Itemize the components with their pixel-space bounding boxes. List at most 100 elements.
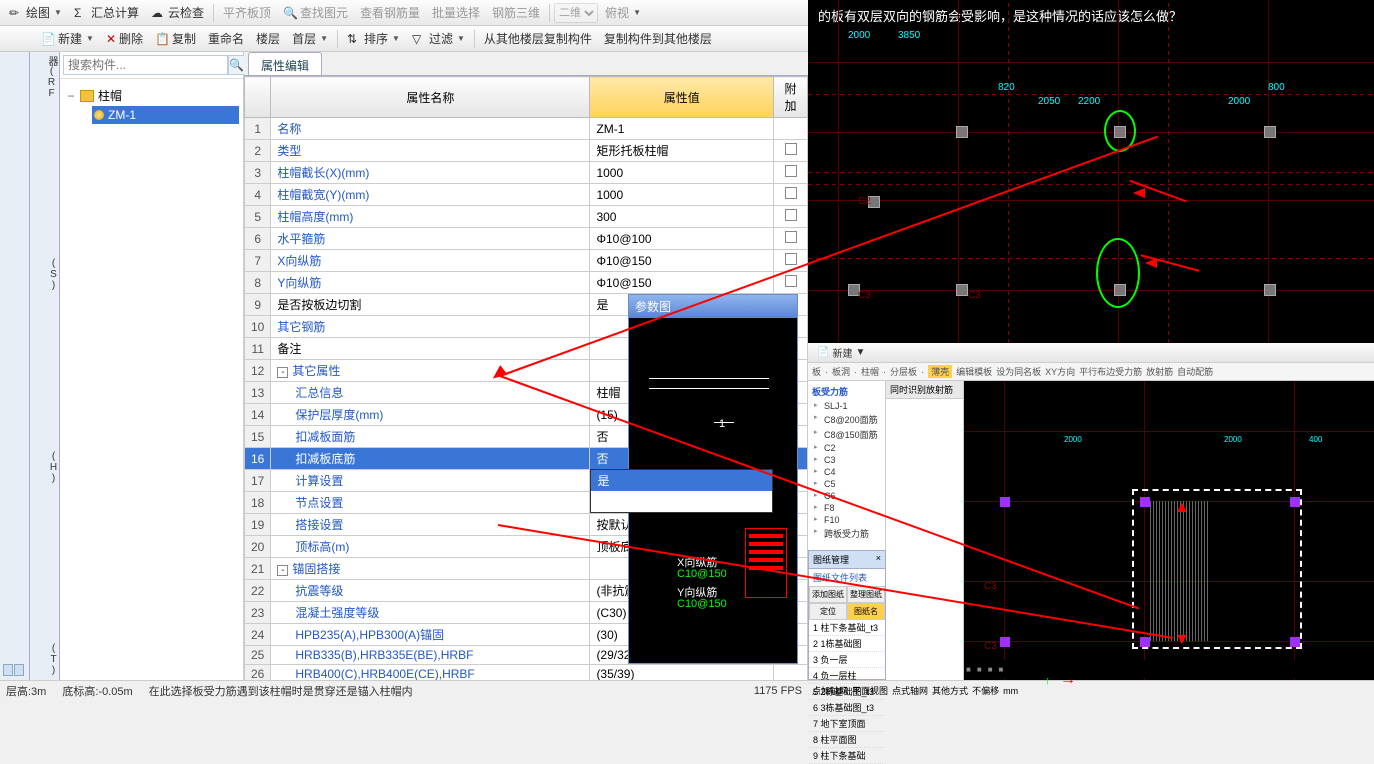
status-item[interactable]: 其他方式: [932, 684, 968, 697]
mini-new-button[interactable]: 📄 新建 ▼: [812, 343, 870, 362]
tb-item[interactable]: 薄壳: [928, 365, 952, 378]
cloud-button[interactable]: ☁云检查: [146, 2, 209, 23]
tb-item[interactable]: 自动配筋: [1177, 365, 1213, 378]
checkbox[interactable]: [785, 253, 797, 265]
rename-button[interactable]: 重命名: [203, 28, 249, 49]
copyto-button[interactable]: 复制构件到其他楼层: [599, 28, 717, 49]
dropdown-option[interactable]: 是: [591, 470, 772, 491]
delete-button[interactable]: ✕删除: [101, 28, 148, 49]
copy-button[interactable]: 📋复制: [150, 28, 201, 49]
flat-button[interactable]: 平齐板顶: [218, 2, 276, 23]
mgr-list-item[interactable]: 4 负一层柱: [809, 668, 885, 684]
mini-tree-item[interactable]: C8@200面筋: [810, 412, 883, 427]
dropdown-option[interactable]: 否: [591, 491, 772, 512]
mgr-list-item[interactable]: 5 2栋基础图_t3: [809, 684, 885, 700]
tb-item[interactable]: 平行布边受力筋: [1079, 365, 1142, 378]
col-extra: 附加: [774, 77, 808, 118]
batch-button[interactable]: 批量选择: [427, 2, 485, 23]
mini-tree-item[interactable]: C4: [810, 466, 883, 478]
draw-button[interactable]: ✏绘图▼: [4, 2, 67, 23]
status-item[interactable]: 点式轴网: [892, 684, 928, 697]
property-row[interactable]: 2类型矩形托板柱帽: [245, 140, 808, 162]
mgr-list-item[interactable]: 3 负一层: [809, 652, 885, 668]
close-icon[interactable]: ×: [876, 553, 881, 566]
mgr-list-item[interactable]: 6 3栋基础图_t3: [809, 700, 885, 716]
mini-cad-view[interactable]: ▲ ▼ ↑ → 2000 2000 400 C3 C3 ■■■■: [964, 381, 1374, 680]
mini-tree-item[interactable]: SLJ-1: [810, 400, 883, 412]
sidebar-item[interactable]: (H): [30, 451, 59, 484]
status-item[interactable]: 不偏移: [972, 684, 999, 697]
cad-view-bottom: 📄 新建 ▼ 板 · 板洞 · 柱帽 · 分层板 · 薄壳 编辑模板 设为同名板…: [808, 343, 1374, 700]
mgr-tab[interactable]: 定位: [809, 603, 847, 620]
checkbox[interactable]: [785, 231, 797, 243]
mini-tree-item[interactable]: C2: [810, 442, 883, 454]
scroll-right-icon[interactable]: [14, 664, 24, 676]
checkbox[interactable]: [785, 209, 797, 221]
mini-tree-item[interactable]: C5: [810, 478, 883, 490]
mini-tree-item[interactable]: F10: [810, 514, 883, 526]
axis-label: C3: [984, 641, 997, 652]
bird-button[interactable]: 俯视▼: [600, 2, 646, 23]
mini-tree-item[interactable]: 跨板受力筋: [810, 526, 883, 541]
property-row[interactable]: 3柱帽截长(X)(mm)1000: [245, 162, 808, 184]
mini-tree-item[interactable]: C8@150面筋: [810, 427, 883, 442]
mgr-list-item[interactable]: 9 柱下条基础: [809, 748, 885, 764]
sidebar-item[interactable]: (S): [30, 258, 59, 291]
mgr-tab[interactable]: 添加图纸: [809, 586, 847, 603]
property-row[interactable]: 8Y向纵筋Φ10@150: [245, 272, 808, 294]
find-button[interactable]: 🔍查找图元: [278, 2, 353, 23]
checkbox[interactable]: [785, 165, 797, 177]
sort-icon: ⇅: [347, 32, 361, 46]
mgr-list-item[interactable]: 2 1栋基础图: [809, 636, 885, 652]
sidebar-item[interactable]: 器(RF: [30, 56, 59, 99]
search-button[interactable]: 🔍: [228, 55, 245, 75]
checkbox[interactable]: [785, 275, 797, 287]
filter-button[interactable]: ▽过滤▼: [407, 28, 470, 49]
sidebar-item[interactable]: (T): [30, 643, 59, 676]
checkbox[interactable]: [785, 187, 797, 199]
viewrebar-button[interactable]: 查看钢筋量: [355, 2, 425, 23]
mini-toolbar-2: 板 · 板洞 · 柱帽 · 分层板 · 薄壳 编辑模板 设为同名板 XY方向 平…: [808, 363, 1374, 381]
tree-node-child[interactable]: ZM-1: [92, 106, 239, 124]
property-row[interactable]: 5柱帽高度(mm)300: [245, 206, 808, 228]
scroll-left-icon[interactable]: [3, 664, 13, 676]
tb-item[interactable]: 编辑模板: [956, 365, 992, 378]
property-row[interactable]: 6水平箍筋Φ10@100: [245, 228, 808, 250]
mini-tree-item[interactable]: F8: [810, 502, 883, 514]
property-row[interactable]: 4柱帽截宽(Y)(mm)1000: [245, 184, 808, 206]
axis-label: C3: [858, 290, 871, 301]
mgr-tab[interactable]: 图纸名: [847, 603, 885, 620]
checkbox[interactable]: [785, 143, 797, 155]
mini-tree-root[interactable]: 板受力筋: [810, 383, 883, 400]
property-row[interactable]: 1名称ZM-1: [245, 118, 808, 140]
cad-view-top[interactable]: 的板有双层双向的钢筋会受影响，是这种情况的话应该怎么做？: [808, 0, 1374, 343]
expand-icon[interactable]: −: [66, 89, 76, 103]
tb-item[interactable]: 分层板: [890, 365, 917, 378]
copyfrom-button[interactable]: 从其他楼层复制构件: [479, 28, 597, 49]
mgr-list-item[interactable]: 7 地下室顶面: [809, 716, 885, 732]
floor-button[interactable]: 楼层: [251, 28, 285, 49]
tb-item[interactable]: XY方向: [1045, 365, 1075, 378]
rebar3d-button[interactable]: 钢筋三维: [487, 2, 545, 23]
tb-item[interactable]: 柱帽: [861, 365, 879, 378]
mgr-list-item[interactable]: 8 柱平面图: [809, 732, 885, 748]
mgr-list-item[interactable]: 1 柱下条基础_t3: [809, 620, 885, 636]
sort-button[interactable]: ⇅排序▼: [342, 28, 405, 49]
first-floor-button[interactable]: 首层▼: [287, 28, 333, 49]
tb-item[interactable]: 放射筋: [1146, 365, 1173, 378]
mgr-tab[interactable]: 整理图纸: [847, 586, 885, 603]
new-button[interactable]: 📄新建▼: [36, 28, 99, 49]
tb-item[interactable]: 板: [812, 365, 821, 378]
sum-button[interactable]: Σ汇总计算: [69, 2, 144, 23]
property-tab[interactable]: 属性编辑: [248, 52, 322, 75]
tb-item[interactable]: 板洞: [832, 365, 850, 378]
y-rebar-value: C10@150: [677, 598, 727, 610]
view-select[interactable]: 二维: [554, 3, 598, 23]
property-row[interactable]: 26HRB400(C),HRB400E(CE),HRBF(35/39): [245, 665, 808, 681]
search-input[interactable]: [63, 55, 228, 75]
tree-node-root[interactable]: − 柱帽: [64, 85, 239, 106]
mini-tree-item[interactable]: C6: [810, 490, 883, 502]
property-row[interactable]: 7X向纵筋Φ10@150: [245, 250, 808, 272]
mini-tree-item[interactable]: C3: [810, 454, 883, 466]
tb-item[interactable]: 设为同名板: [996, 365, 1041, 378]
